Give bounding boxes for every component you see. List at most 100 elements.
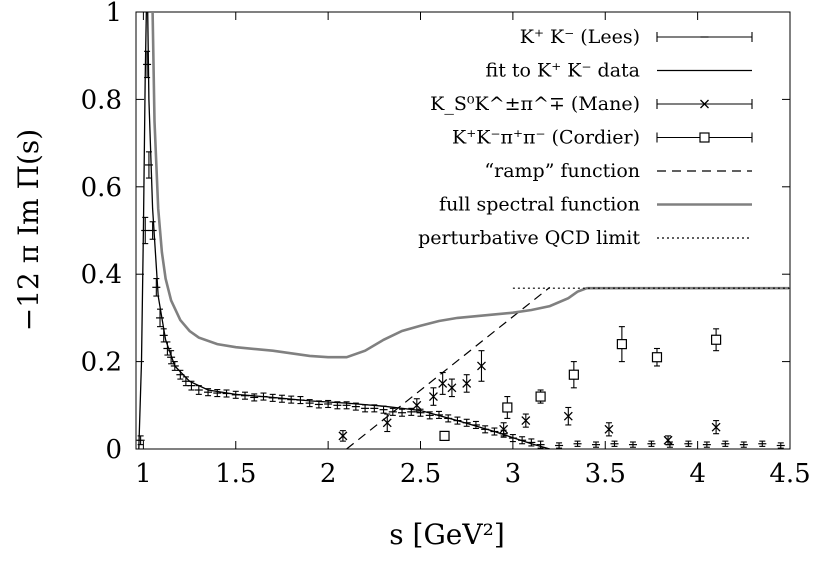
data-point [379,405,388,414]
data-point [702,441,711,448]
legend-item: K⁺K⁻π⁺π⁻ (Cordier) [452,127,753,149]
y-tick-label: 0.2 [81,348,122,378]
legend-label: fit to K⁺ K⁻ data [486,60,640,82]
data-point [616,326,627,363]
marker [711,422,721,432]
data-point [711,420,721,435]
data-point [563,406,573,426]
legend-item: fit to K⁺ K⁻ data [486,60,752,82]
x-tick-label: 2.5 [400,459,441,489]
marker [428,392,438,402]
y-tick-label: 0.6 [81,173,122,203]
data-point [684,440,693,447]
data-point [428,387,438,406]
legend-item: K_S⁰K^±π^∓ (Mane) [430,93,753,115]
legend-label: K⁺K⁻π⁺π⁻ (Cordier) [452,127,640,149]
marker [563,411,573,421]
y-axis: 0 0.2 0.4 0.6 0.8 1 [81,0,790,465]
data-point [628,441,637,448]
data-point [141,216,150,245]
marker [616,339,627,350]
marker [663,435,673,445]
data-point [721,440,730,447]
legend-item: perturbative QCD limit [418,227,752,249]
legend-label: perturbative QCD limit [418,227,640,249]
legend-item: full spectral function [439,194,752,216]
x-tick-label: 1 [135,459,152,489]
marker [604,424,614,434]
marker [711,334,722,345]
legend-marker [700,99,709,109]
legend: K⁺ K⁻ (Lees) fit to K⁺ K⁻ data K_S⁰K^±π^∓ … [418,26,753,249]
data-point [711,328,722,352]
series-5 [151,12,790,359]
data-point [573,440,582,447]
data-point [148,221,157,240]
legend-marker [699,132,710,143]
marker [338,431,348,441]
plot-frame [135,11,791,450]
series-line [346,286,551,449]
data-point [568,361,579,389]
y-tick-label: 0.8 [81,85,122,115]
legend-item: “ramp” function [484,160,752,182]
marker [477,361,486,371]
legend-label: “ramp” function [484,160,640,182]
series-line [151,12,790,359]
data-point [647,440,656,447]
x-axis: 1 1.5 2 2.5 3 3.5 4 4.5 [135,12,811,489]
legend-label: K_S⁰K^±π^∓ (Mane) [430,93,640,115]
data-point [592,441,601,448]
data-point [651,347,663,367]
plot-border [135,11,791,450]
marker [447,383,457,393]
data-point [143,50,152,79]
data-point [739,441,748,448]
series-4 [346,286,551,449]
data-point [152,278,161,297]
data-point [499,422,509,437]
marker [462,378,472,388]
marker [439,430,450,441]
x-tick-label: 4.5 [769,459,810,489]
data-point [462,374,472,393]
data-point [447,378,457,398]
marker [651,352,663,363]
marker [535,391,546,402]
data-point [555,442,564,449]
marker [521,416,531,426]
x-tick-label: 1.5 [215,459,256,489]
marker [438,378,448,388]
x-tick-label: 3 [505,459,522,489]
marker [382,418,392,428]
data-point [604,422,614,437]
data-point [477,350,486,382]
marker [568,369,579,380]
data-point [438,371,448,395]
series-line [138,12,550,449]
series-3 [439,326,722,441]
data-point [663,435,673,446]
data-point [610,440,619,447]
data-point [536,440,545,449]
series-2 [338,350,721,446]
marker [502,402,513,413]
data-point [758,440,767,447]
legend-label: K⁺ K⁻ (Lees) [520,26,640,48]
data-point [521,413,531,428]
data-point [776,442,785,449]
x-tick-label: 4 [689,459,706,489]
data-point [398,408,407,417]
marker [499,424,509,434]
marker [412,400,422,410]
legend-item: K⁺ K⁻ (Lees) [520,26,753,48]
data-point [213,389,222,398]
data-point [502,396,513,419]
series-layer [136,12,790,449]
legend-label: full spectral function [439,194,640,216]
data-point [535,389,546,404]
data-point [439,430,450,441]
x-axis-title: s [GeV²] [389,518,505,551]
